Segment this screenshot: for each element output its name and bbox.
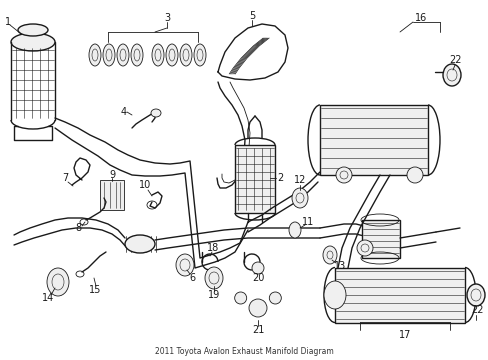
Ellipse shape [89, 44, 101, 66]
Text: 12: 12 [293, 175, 305, 185]
Text: 20: 20 [251, 273, 264, 283]
Text: 9: 9 [109, 170, 115, 180]
Ellipse shape [248, 299, 266, 317]
Ellipse shape [176, 254, 194, 276]
Bar [100, 180, 124, 210]
Ellipse shape [466, 284, 484, 306]
Ellipse shape [165, 44, 178, 66]
Ellipse shape [324, 281, 346, 309]
Bar [319, 105, 427, 175]
Ellipse shape [406, 167, 422, 183]
Ellipse shape [291, 188, 307, 208]
Bar [334, 268, 464, 323]
Text: 3: 3 [163, 13, 170, 23]
Text: 16: 16 [414, 13, 426, 23]
Ellipse shape [335, 167, 351, 183]
Ellipse shape [323, 246, 336, 264]
Ellipse shape [204, 267, 223, 289]
Text: 17: 17 [398, 330, 410, 340]
Text: 14: 14 [42, 293, 54, 303]
Ellipse shape [47, 268, 69, 296]
Text: 7: 7 [62, 173, 68, 183]
Ellipse shape [251, 262, 264, 274]
Ellipse shape [442, 64, 460, 86]
Text: 4: 4 [121, 107, 127, 117]
Text: 8: 8 [75, 223, 81, 233]
Ellipse shape [288, 222, 301, 238]
Text: 13: 13 [333, 261, 346, 271]
Ellipse shape [125, 235, 155, 253]
Ellipse shape [180, 44, 192, 66]
Ellipse shape [117, 44, 129, 66]
Ellipse shape [152, 44, 163, 66]
Text: 18: 18 [206, 243, 219, 253]
Text: 22: 22 [471, 305, 483, 315]
Ellipse shape [194, 44, 205, 66]
Bar [361, 220, 399, 258]
Ellipse shape [356, 240, 372, 256]
Ellipse shape [151, 109, 161, 117]
Text: 10: 10 [139, 180, 151, 190]
Text: 15: 15 [89, 285, 101, 295]
Text: 11: 11 [301, 217, 313, 227]
Text: 2: 2 [276, 173, 283, 183]
Text: 2011 Toyota Avalon Exhaust Manifold Diagram: 2011 Toyota Avalon Exhaust Manifold Diag… [154, 347, 333, 356]
Ellipse shape [131, 44, 142, 66]
Ellipse shape [11, 33, 55, 51]
Text: 21: 21 [251, 325, 264, 335]
Bar [235, 145, 274, 213]
Ellipse shape [269, 292, 281, 304]
Text: 5: 5 [248, 11, 255, 21]
Text: 22: 22 [448, 55, 460, 65]
Text: 19: 19 [207, 290, 220, 300]
Text: 6: 6 [188, 273, 195, 283]
Ellipse shape [18, 24, 48, 36]
Text: 1: 1 [5, 17, 11, 27]
Ellipse shape [234, 292, 246, 304]
Ellipse shape [103, 44, 115, 66]
